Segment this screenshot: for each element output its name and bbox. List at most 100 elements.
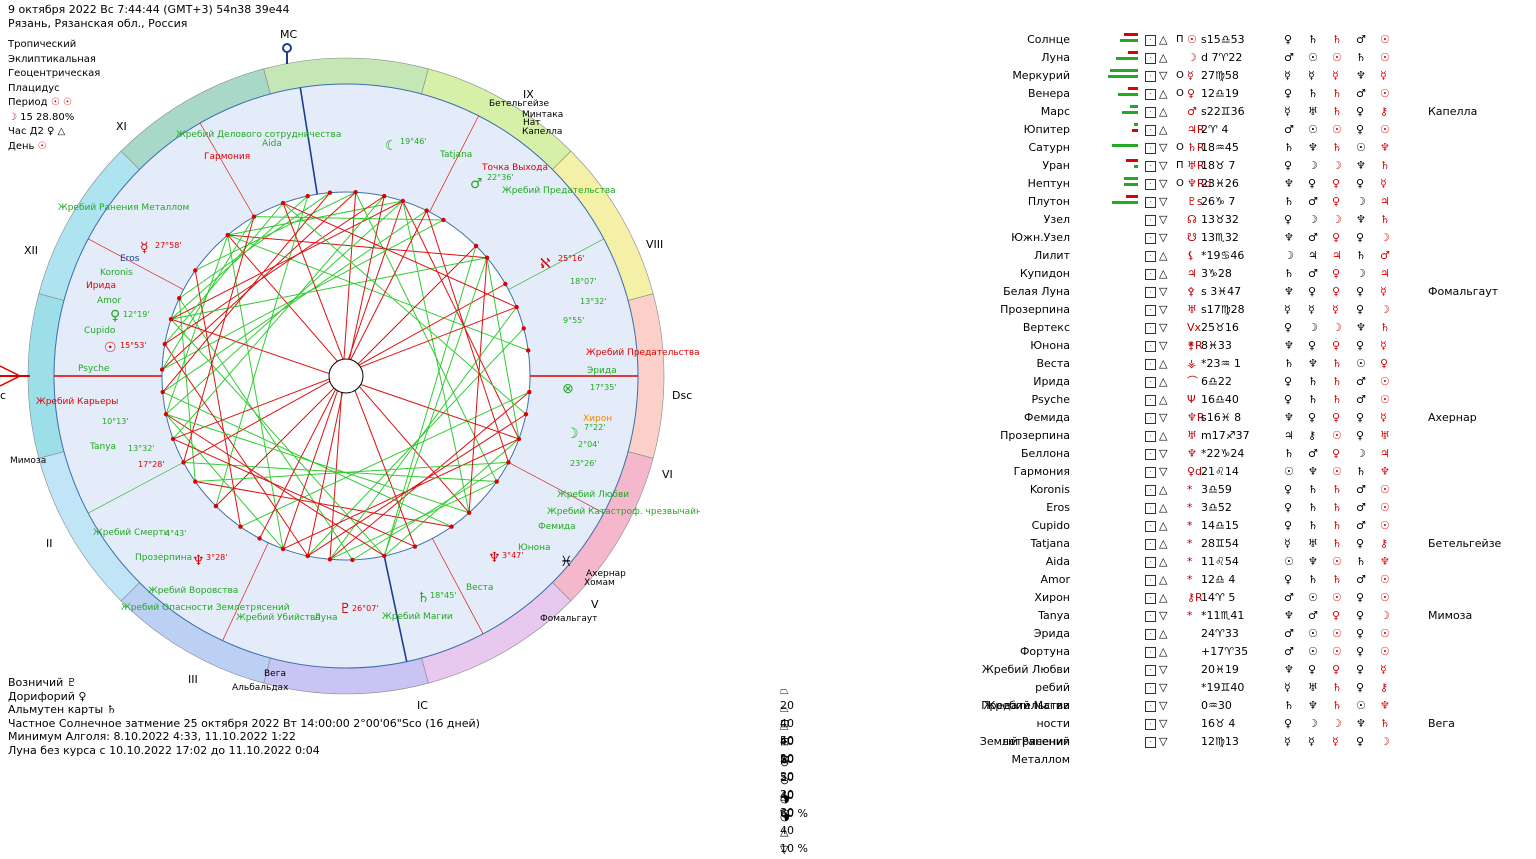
table-row[interactable]: Фортуна · △ +17♈35 ♂ ☉ ☉ ♀ ☉: [990, 643, 1530, 661]
ruler-icon: ♀: [1332, 285, 1341, 298]
planet-glyph: ♅: [1187, 303, 1197, 316]
table-row[interactable]: Марс · △ ♂ s22♊36 ☿ ♅ ♄ ♀ ⚷ Капелла: [990, 103, 1530, 121]
planet-glyph: Ψ: [1187, 393, 1196, 406]
ruler-icon: ♆: [1284, 231, 1294, 244]
table-row[interactable]: Луна · △ ☽ d 7♈22 ♂ ☉ ☉ ♄ ☉: [990, 49, 1530, 67]
ruler-icon: ♄: [1332, 483, 1342, 496]
moon-icon: ☽: [8, 111, 17, 123]
planet-name: Гармония: [1013, 465, 1070, 478]
table-row[interactable]: Венера · △ Ο ♀ 12♎19 ♀ ♄ ♄ ♂ ☉: [990, 85, 1530, 103]
house-box-icon: ·: [1145, 359, 1156, 370]
ruler-icon: ♂: [1308, 609, 1318, 622]
ruler-icon: ♂: [1308, 267, 1318, 280]
table-row[interactable]: Cupido · △ * 14♎15 ♀ ♄ ♄ ♂ ☉: [990, 517, 1530, 535]
table-row[interactable]: Прозерпина · ▽ ♅ s17♍28 ☿ ☿ ☿ ♀ ☽: [990, 301, 1530, 319]
eclipse-line: Частное Солнечное затмение 25 октября 20…: [8, 716, 480, 730]
planet-point: [514, 304, 519, 310]
table-row[interactable]: Беллона · ▽ ♆ *22♑24 ♄ ♂ ♀ ☽ ♃: [990, 445, 1530, 463]
aspect-line: [329, 306, 518, 560]
aspect-line: [165, 413, 470, 514]
planet-position: 23♓26: [1201, 177, 1239, 190]
planet-point: [159, 367, 165, 372]
table-row[interactable]: Фемида · ▽ ♆R s16♓ 8 ♆ ♀ ♀ ♀ ☿ Ахернар: [990, 409, 1530, 427]
table-row[interactable]: Eros · △ * 3♎52 ♀ ♄ ♄ ♂ ☉: [990, 499, 1530, 517]
table-row[interactable]: Tanya · ▽ * *11♏41 ♆ ♂ ♀ ♀ ☽ Мимоза: [990, 607, 1530, 625]
table-row[interactable]: Вертекс · ▽ Vx 25♉16 ♀ ☽ ☽ ♆ ♄: [990, 319, 1530, 337]
aspect-line: [253, 216, 444, 221]
table-row[interactable]: ребий Предательства · ▽ *19♊40 ☿ ♅ ♄ ♀ ⚷: [981, 679, 1530, 712]
ruler-icon: ♀: [1356, 177, 1365, 190]
aspect-icon: △: [1159, 375, 1168, 388]
ruler-icon: ♄: [1380, 321, 1390, 334]
sun-icon: ☉: [37, 140, 47, 152]
house-3-label: III: [188, 673, 198, 686]
planet-point: [424, 208, 429, 213]
table-row[interactable]: Веста · △ ⚶ *23♒ 1 ♄ ♆ ♄ ☉ ♀: [990, 355, 1530, 373]
table-row[interactable]: Сатурн · ▽ Ο ♄R 18♒45 ♄ ♆ ♄ ☉ ♆: [990, 139, 1530, 157]
table-row[interactable]: Юпитер · △ ♃R 2♈ 4 ♂ ☉ ☉ ♀ ☉: [990, 121, 1530, 139]
star-albaldah: Альбальдах: [232, 683, 289, 693]
table-row[interactable]: Солнце · △ Π ☉ s15♎53 ♀ ♄ ♄ ♂ ☉: [990, 31, 1530, 49]
table-row[interactable]: Koronis · △ * 3♎59 ♀ ♄ ♄ ♂ ☉: [990, 481, 1530, 499]
table-row[interactable]: Гармония · ▽ ♀d 21♌14 ☉ ♆ ☉ ♄ ♆: [990, 463, 1530, 481]
star-homam: Хомам: [584, 578, 615, 588]
planet-position: 11♌54: [1201, 555, 1239, 568]
strength-bars: [1106, 697, 1138, 715]
strength-bars: [1106, 661, 1138, 679]
ruler-icon: ♄: [1332, 141, 1342, 154]
table-row[interactable]: Жребий Любви · ▽ 20♓19 ♆ ♀ ♀ ♀ ☿: [982, 661, 1530, 679]
table-row[interactable]: ый Ранения Металлом · ▽ 12♍13 ☿ ☿ ☿ ♀ ☽: [990, 733, 1530, 766]
planet-position: *23♒ 1: [1201, 357, 1241, 370]
natal-chart-wheel[interactable]: MC c Dsc IC XI XII II III IX VIII VI V Б…: [0, 0, 700, 754]
table-row[interactable]: Купидон · △ ♃ 3♑28 ♄ ♂ ♀ ☽ ♃: [990, 265, 1530, 283]
aspect-line: [468, 257, 488, 513]
status-icon: Π: [1176, 34, 1184, 45]
degree-label: 26°07': [352, 604, 379, 613]
planet-glyph: *: [1187, 501, 1193, 514]
table-row[interactable]: Нептун · ▽ Ο ♆Rd 23♓26 ♆ ♀ ♀ ♀ ☿: [990, 175, 1530, 193]
ruler-icon: ☿: [1308, 303, 1315, 316]
ruler-icon: ♆: [1284, 177, 1294, 190]
table-row[interactable]: Уран · ▽ Π ♅R 18♉ 7 ♀ ☽ ☽ ♆ ♄: [990, 157, 1530, 175]
ruler-icon: ♀: [1332, 609, 1341, 622]
table-row[interactable]: Прозерпина · △ ♅ m17♐37 ♃ ⚷ ☉ ♀ ♅: [990, 427, 1530, 445]
table-row[interactable]: Южн.Узел · ▽ ☋ 13♏32 ♆ ♂ ♀ ♀ ☽: [990, 229, 1530, 247]
strength-bars: [1106, 373, 1138, 391]
table-row[interactable]: Psyche · △ Ψ 16♎40 ♀ ♄ ♄ ♂ ☉: [990, 391, 1530, 409]
strength-bars: [1106, 301, 1138, 319]
table-row[interactable]: Меркурий · ▽ Ο ☿ 27♍58 ☿ ☿ ☿ ♆ ☿: [990, 67, 1530, 85]
table-row[interactable]: Лилит · △ ⚸ *19♋46 ☽ ♃ ♃ ♄ ♂: [990, 247, 1530, 265]
table-row[interactable]: Amor · △ * 12♎ 4 ♀ ♄ ♄ ♂ ☉: [990, 571, 1530, 589]
aspect-line: [172, 438, 416, 548]
aspect-line: [164, 195, 385, 345]
table-row[interactable]: Юнона · ▽ ⚵R 8♓33 ♆ ♀ ♀ ♀ ☿: [990, 337, 1530, 355]
ruler-icon: ☽: [1332, 321, 1342, 334]
planet-point: [382, 553, 387, 559]
aspect-icon: △: [1159, 483, 1168, 496]
aspect-icon: ▽: [1159, 177, 1168, 190]
table-row[interactable]: Белая Луна · ▽ ⚴ s 3♓47 ♆ ♀ ♀ ♀ ☿ Фомальгаут: [990, 283, 1530, 301]
planet-glyph: ♀d: [1187, 465, 1203, 478]
ruler-icon: ☉: [1380, 483, 1390, 496]
planet-glyph: ♃R: [1187, 123, 1205, 136]
table-row[interactable]: Узел · ▽ ☊ 13♉32 ♀ ☽ ☽ ♆ ♄: [990, 211, 1530, 229]
table-row[interactable]: Жребий Магии · ▽ 0♒30 ♄ ♆ ♄ ☉ ♆: [984, 697, 1530, 715]
table-row[interactable]: ности Землетрясений · ▽ 16♉ 4 ♀ ☽ ☽ ♆ ♄ Вега: [980, 715, 1530, 748]
degree-label: 15°53': [120, 341, 147, 350]
house-5-label: V: [591, 598, 599, 611]
ruler-icon: ♂: [1284, 645, 1294, 658]
ruler-icon: ♀: [1308, 339, 1317, 352]
planet-glyph: ♆: [1187, 447, 1197, 460]
planet-name: Жребий Магии: [983, 699, 1071, 712]
house-box-icon: ·: [1145, 215, 1156, 226]
aspect-line: [402, 200, 520, 440]
table-row[interactable]: Эрида · △ 24♈33 ♂ ☉ ☉ ♀ ☉: [990, 625, 1530, 643]
table-row[interactable]: Ирида · △ ⌒ 6♎22 ♀ ♄ ♄ ♂ ☉: [990, 373, 1530, 391]
table-row[interactable]: Хирон · △ ⚷R 14♈ 5 ♂ ☉ ☉ ♀ ☉: [990, 589, 1530, 607]
ruler-icon: ☉: [1380, 51, 1390, 64]
table-row[interactable]: Плутон · ▽ ♇s 26♑ 7 ♄ ♂ ♀ ☽ ♃: [990, 193, 1530, 211]
aspect-icon: △: [1159, 645, 1168, 658]
planet-position: +17♈35: [1201, 645, 1249, 658]
table-row[interactable]: Tatjana · △ * 28♊54 ☿ ♅ ♄ ♀ ⚷ Бетельгейзе: [990, 535, 1530, 553]
table-row[interactable]: Aida · △ * 11♌54 ☉ ♆ ☉ ♄ ♆: [990, 553, 1530, 571]
